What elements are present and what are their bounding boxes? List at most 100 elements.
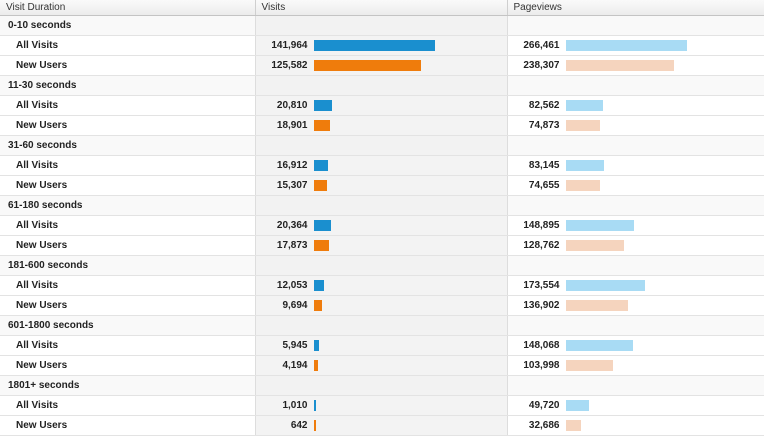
- segment-label: New Users: [0, 235, 256, 256]
- table-row[interactable]: New Users 15,307 74,655: [0, 175, 764, 196]
- pageviews-cell: 82,562: [507, 95, 764, 116]
- pageviews-cell: 148,895: [507, 215, 764, 236]
- pageviews-value: 128,762: [523, 240, 560, 251]
- pageviews-bar: [565, 240, 624, 251]
- group-pageviews-cell: [507, 135, 764, 156]
- visits-value: 12,053: [276, 280, 308, 291]
- group-row[interactable]: 181-600 seconds: [0, 255, 764, 276]
- segment-label: All Visits: [0, 95, 256, 116]
- segment-label: New Users: [0, 115, 256, 136]
- pageviews-bar: [565, 360, 613, 371]
- pageviews-value: 32,686: [528, 420, 560, 431]
- table-row[interactable]: All Visits 12,053 173,554: [0, 275, 764, 296]
- group-visits-cell: [255, 195, 508, 216]
- column-header-pageviews[interactable]: Pageviews: [507, 0, 764, 16]
- group-visits-cell: [255, 135, 508, 156]
- table-row[interactable]: New Users 4,194 103,998: [0, 355, 764, 376]
- pageviews-bar: [565, 120, 600, 131]
- visits-cell: 20,810: [255, 95, 508, 116]
- segment-label: New Users: [0, 295, 256, 316]
- group-row[interactable]: 1801+ seconds: [0, 375, 764, 396]
- pageviews-bar: [565, 180, 600, 191]
- segment-label: All Visits: [0, 335, 256, 356]
- group-label: 31-60 seconds: [0, 135, 256, 156]
- visits-value: 1,010: [282, 400, 308, 411]
- pageviews-bar: [565, 340, 633, 351]
- table-row[interactable]: New Users 18,901 74,873: [0, 115, 764, 136]
- group-pageviews-cell: [507, 375, 764, 396]
- table-row[interactable]: All Visits 141,964 266,461: [0, 35, 764, 56]
- pageviews-cell: 173,554: [507, 275, 764, 296]
- visits-bar: [313, 280, 324, 291]
- segment-label: All Visits: [0, 215, 256, 236]
- group-label: 181-600 seconds: [0, 255, 256, 276]
- visits-bar: [313, 300, 322, 311]
- group-label: 1801+ seconds: [0, 375, 256, 396]
- column-header-visits[interactable]: Visits: [255, 0, 508, 16]
- segment-label: New Users: [0, 355, 256, 376]
- table-row[interactable]: All Visits 5,945 148,068: [0, 335, 764, 356]
- pageviews-cell: 148,068: [507, 335, 764, 356]
- table-row[interactable]: All Visits 1,010 49,720: [0, 395, 764, 416]
- pageviews-value: 148,068: [523, 340, 560, 351]
- visits-value: 20,810: [276, 100, 308, 111]
- visits-bar: [313, 100, 332, 111]
- group-label: 0-10 seconds: [0, 15, 256, 36]
- visits-cell: 141,964: [255, 35, 508, 56]
- pageviews-bar: [565, 420, 581, 431]
- pageviews-bar: [565, 280, 645, 291]
- visits-value: 125,582: [271, 60, 308, 71]
- table-row[interactable]: All Visits 20,364 148,895: [0, 215, 764, 236]
- visits-cell: 17,873: [255, 235, 508, 256]
- visits-bar: [313, 360, 318, 371]
- group-label: 601-1800 seconds: [0, 315, 256, 336]
- visits-value: 16,912: [276, 160, 308, 171]
- visits-bar: [313, 240, 329, 251]
- segment-label: All Visits: [0, 275, 256, 296]
- column-header-visit-duration[interactable]: Visit Duration: [0, 0, 256, 16]
- group-pageviews-cell: [507, 315, 764, 336]
- pageviews-cell: 103,998: [507, 355, 764, 376]
- visits-value: 5,945: [282, 340, 308, 351]
- pageviews-bar: [565, 60, 674, 71]
- table-body: 0-10 seconds All Visits 141,964 266,461 New …: [0, 15, 764, 436]
- table-row[interactable]: New Users 642 32,686: [0, 415, 764, 436]
- pageviews-cell: 49,720: [507, 395, 764, 416]
- group-row[interactable]: 11-30 seconds: [0, 75, 764, 96]
- visits-bar: [313, 420, 316, 431]
- visits-bar: [313, 220, 331, 231]
- segment-label: All Visits: [0, 395, 256, 416]
- group-pageviews-cell: [507, 15, 764, 36]
- group-visits-cell: [255, 15, 508, 36]
- pageviews-value: 136,902: [523, 300, 560, 311]
- pageviews-value: 83,145: [528, 160, 560, 171]
- visits-value: 141,964: [271, 40, 308, 51]
- group-row[interactable]: 601-1800 seconds: [0, 315, 764, 336]
- group-row[interactable]: 31-60 seconds: [0, 135, 764, 156]
- table-row[interactable]: New Users 17,873 128,762: [0, 235, 764, 256]
- table-header-row: Visit Duration Visits Pageviews: [0, 0, 764, 16]
- segment-label: All Visits: [0, 155, 256, 176]
- group-row[interactable]: 0-10 seconds: [0, 15, 764, 36]
- table-row[interactable]: New Users 125,582 238,307: [0, 55, 764, 76]
- visits-value: 17,873: [276, 240, 308, 251]
- segment-label: New Users: [0, 55, 256, 76]
- group-row[interactable]: 61-180 seconds: [0, 195, 764, 216]
- pageviews-cell: 83,145: [507, 155, 764, 176]
- pageviews-cell: 74,655: [507, 175, 764, 196]
- visits-cell: 5,945: [255, 335, 508, 356]
- table-row[interactable]: New Users 9,694 136,902: [0, 295, 764, 316]
- visits-cell: 12,053: [255, 275, 508, 296]
- table-row[interactable]: All Visits 16,912 83,145: [0, 155, 764, 176]
- visits-bar: [313, 60, 421, 71]
- visits-value: 20,364: [276, 220, 308, 231]
- group-label: 11-30 seconds: [0, 75, 256, 96]
- pageviews-bar: [565, 300, 628, 311]
- visits-bar: [313, 40, 435, 51]
- visits-value: 9,694: [282, 300, 308, 311]
- table-row[interactable]: All Visits 20,810 82,562: [0, 95, 764, 116]
- visits-value: 642: [290, 420, 308, 431]
- visits-cell: 15,307: [255, 175, 508, 196]
- segment-label: All Visits: [0, 35, 256, 56]
- visits-cell: 20,364: [255, 215, 508, 236]
